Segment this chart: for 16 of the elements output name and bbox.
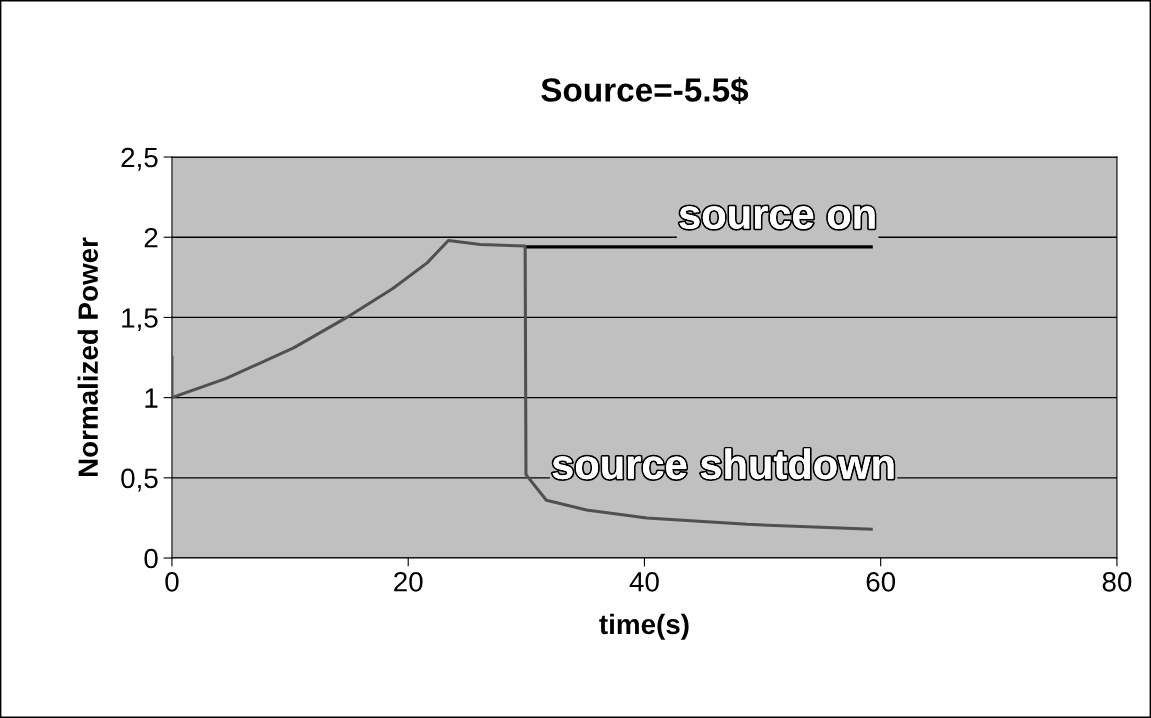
chart-title: Source=-5.5$: [541, 76, 749, 104]
y-axis-title: Normalized Power: [77, 237, 98, 477]
y-tick-label: 0,5: [121, 468, 158, 492]
x-tick-label: 80: [1102, 571, 1132, 592]
x-tick-label: 40: [629, 571, 659, 592]
series-label: source shutdown: [552, 448, 894, 480]
y-tick-label: 1: [145, 388, 158, 408]
series-label: source on: [679, 206, 875, 229]
y-tick-label: 2,5: [121, 147, 158, 171]
y-tick-label: 2: [144, 227, 158, 248]
x-axis-title: time(s): [599, 613, 689, 640]
x-tick-label: 60: [866, 571, 896, 592]
x-tick-label: 20: [394, 571, 423, 592]
y-tick-label: 1,5: [122, 308, 158, 332]
y-tick-label: 0: [144, 548, 158, 569]
x-tick-label: 0: [165, 571, 179, 592]
